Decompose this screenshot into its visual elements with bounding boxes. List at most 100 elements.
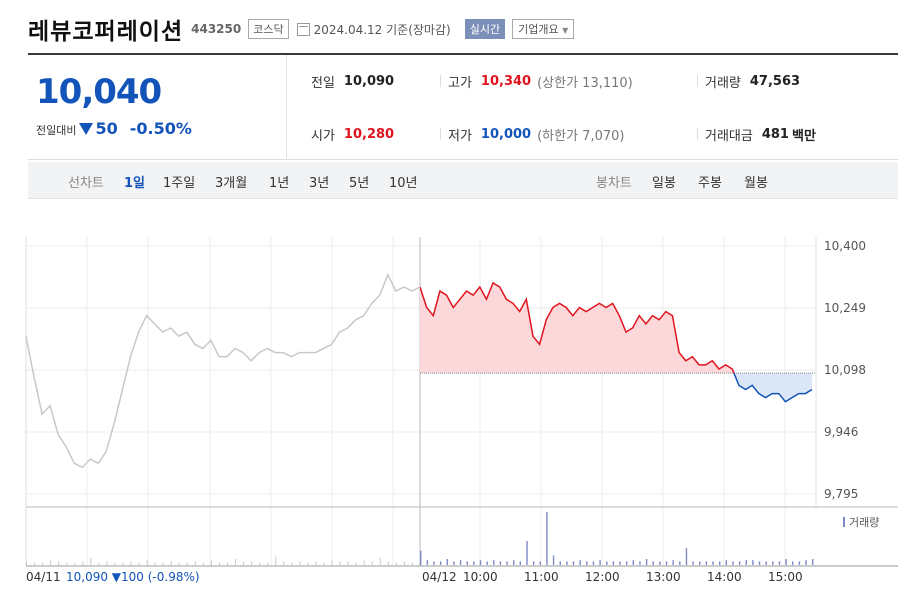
low-value: 10,000 <box>480 127 532 142</box>
realtime-button[interactable]: 실시간 <box>464 19 506 39</box>
volume-bar <box>371 561 373 565</box>
x-tick-label: 10:00 <box>463 570 498 584</box>
amount-cell: 거래대금 481 백만 <box>705 125 816 144</box>
volume-bar <box>645 559 648 565</box>
tab-1y[interactable]: 1년 <box>269 176 290 191</box>
prev-close-value: 10,090 <box>343 74 395 89</box>
volume-bar <box>738 561 741 565</box>
prev-day-label: 04/11 <box>26 570 61 584</box>
x-tick-labels: 04/12 10:00 11:00 12:00 13:00 14:00 15:00 <box>422 570 803 584</box>
volume-bar <box>586 561 588 565</box>
current-price: 10,040 <box>36 72 162 112</box>
prev-close-cell: 전일 10,090 <box>311 72 394 91</box>
tab-monthly[interactable]: 월봉 <box>744 176 768 191</box>
tab-5y[interactable]: 5년 <box>349 176 370 191</box>
volume-bar <box>170 561 172 565</box>
volume-bar <box>235 559 237 565</box>
volume-bar <box>66 562 68 565</box>
low-cell: 저가 10,000 (하한가 7,070) <box>448 125 624 144</box>
volume-bar <box>227 562 229 565</box>
volume-bar <box>355 562 357 565</box>
tab-3y[interactable]: 3년 <box>309 176 330 191</box>
volume-bar <box>599 560 601 565</box>
volume-legend: 거래량 <box>849 516 879 529</box>
line-chart-label: 선차트 <box>68 176 104 191</box>
volume-bar <box>154 562 156 565</box>
volume-bar <box>347 561 349 565</box>
volume-cell: 거래량 47,563 <box>705 72 800 91</box>
y-tick-label: 9,795 <box>824 487 858 501</box>
open-label: 시가 <box>311 129 335 144</box>
y-tick-label: 10,249 <box>824 301 866 315</box>
volume-bar <box>275 556 277 565</box>
volume-bar <box>146 560 148 565</box>
volume-bar <box>439 561 442 565</box>
volume-bar <box>486 561 488 565</box>
high-label: 고가 <box>448 76 472 91</box>
volume-bar <box>665 561 668 565</box>
lower-limit: (하한가 7,070) <box>537 129 625 144</box>
tab-10y[interactable]: 10년 <box>389 176 418 191</box>
chevron-down-icon: ▼ <box>562 26 569 35</box>
volume-bar <box>479 560 482 565</box>
volume-bar <box>466 561 468 565</box>
tab-1w[interactable]: 1주일 <box>163 176 196 191</box>
divider <box>697 75 698 87</box>
volume-bar <box>34 562 36 565</box>
volume-bar <box>685 548 688 565</box>
volume-bar <box>339 561 341 565</box>
chart-grid <box>26 237 817 566</box>
open-value: 10,280 <box>343 127 395 142</box>
volume-bar <box>752 560 754 565</box>
volume-bar <box>699 561 701 565</box>
volume-bar <box>619 561 621 565</box>
amount-unit: 백만 <box>791 129 816 144</box>
prev-day-line <box>25 272 421 469</box>
volume-bar <box>82 561 84 565</box>
volume-bar <box>363 560 365 565</box>
volume-bar <box>106 561 108 565</box>
tab-daily[interactable]: 일봉 <box>652 176 676 191</box>
volume-bar <box>218 562 220 565</box>
market-badge: 코스닥 <box>248 19 289 39</box>
volume-bar <box>659 561 661 565</box>
tab-weekly[interactable]: 주봉 <box>698 176 722 191</box>
volume-bar <box>323 562 325 565</box>
prev-close-label: 전일 <box>311 76 335 91</box>
volume-bar <box>625 561 628 565</box>
volume-bar <box>532 561 535 565</box>
volume-bar <box>453 561 455 565</box>
volume-bar <box>210 560 212 565</box>
company-overview-button[interactable]: 기업개요 ▼ <box>512 19 575 39</box>
stock-header: 레뷰코퍼레이션 443250 코스닥 2024.04.12 기준(장마감) 실시… <box>28 10 575 48</box>
volume-bar <box>379 557 381 565</box>
volume-bar <box>499 561 502 565</box>
volume-bar <box>758 561 761 565</box>
volume-legend-icon <box>843 517 845 527</box>
header-divider <box>28 53 898 55</box>
volume-bar <box>725 560 728 565</box>
tab-1d[interactable]: 1일 <box>124 176 146 191</box>
chart-period-tabs: 선차트 1일 1주일 3개월 1년 3년 5년 10년 봉차트 일봉 주봉 월봉 <box>28 162 898 199</box>
current-price-box: 10,040 전일대비 50 -0.50% <box>28 55 287 159</box>
upper-limit: (상한가 13,110) <box>537 76 633 91</box>
volume-bar <box>42 562 44 565</box>
volume-bar <box>473 561 475 565</box>
volume-bar <box>539 561 541 565</box>
volume-bar <box>122 562 124 565</box>
volume-bar <box>138 562 140 565</box>
volume-label: 거래량 <box>705 76 741 91</box>
volume-bar <box>792 561 794 565</box>
divider <box>697 128 698 140</box>
volume-bar <box>291 562 293 565</box>
volume-bar <box>186 562 188 565</box>
change-label: 전일대비 <box>36 124 77 137</box>
tab-3m[interactable]: 3개월 <box>215 176 248 191</box>
price-summary: 10,040 전일대비 50 -0.50% 전일 10,090 고가 10,34… <box>28 55 898 160</box>
open-cell: 시가 10,280 <box>311 125 394 144</box>
y-tick-label: 9,946 <box>824 425 858 439</box>
volume-bar <box>50 560 52 565</box>
volume-bar <box>672 560 674 565</box>
volume-bar <box>299 561 301 565</box>
